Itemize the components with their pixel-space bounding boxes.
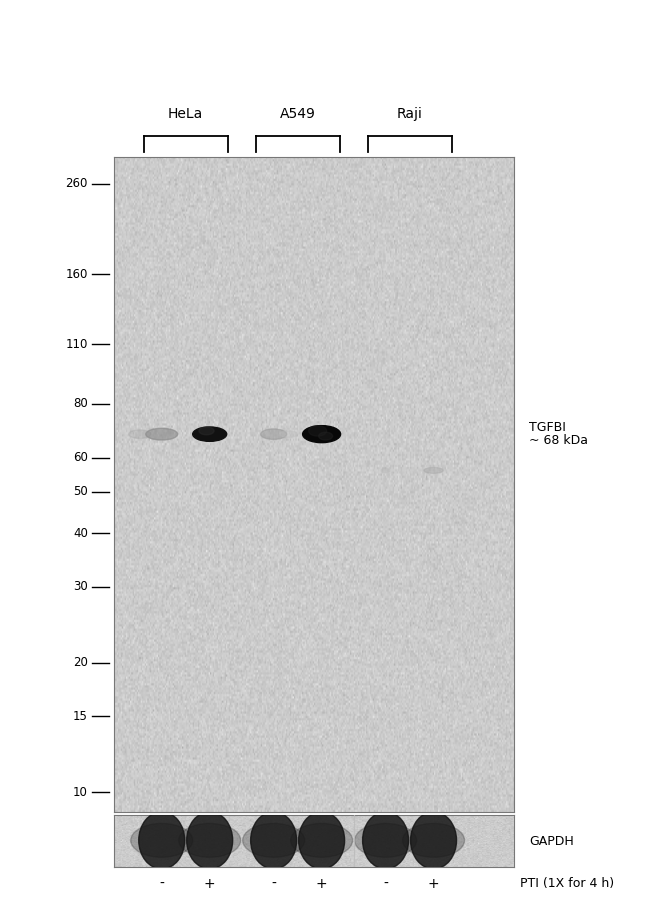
- Text: 20: 20: [73, 657, 88, 669]
- Text: 260: 260: [66, 178, 88, 190]
- Ellipse shape: [146, 428, 177, 440]
- Text: +: +: [428, 876, 439, 891]
- Text: +: +: [204, 876, 216, 891]
- Ellipse shape: [402, 823, 465, 858]
- Text: TGFBI: TGFBI: [530, 422, 566, 434]
- Text: 40: 40: [73, 527, 88, 540]
- Ellipse shape: [318, 432, 333, 440]
- Ellipse shape: [187, 812, 233, 869]
- Text: HeLa: HeLa: [168, 107, 203, 121]
- Ellipse shape: [355, 823, 417, 858]
- Text: PTI (1X for 4 h): PTI (1X for 4 h): [520, 877, 614, 890]
- Ellipse shape: [381, 468, 390, 473]
- Ellipse shape: [424, 467, 443, 474]
- Ellipse shape: [242, 823, 305, 858]
- Text: 50: 50: [73, 485, 88, 498]
- Text: 60: 60: [73, 451, 88, 464]
- Ellipse shape: [298, 812, 344, 869]
- Text: GAPDH: GAPDH: [530, 835, 574, 848]
- Ellipse shape: [411, 812, 456, 869]
- Ellipse shape: [179, 823, 240, 858]
- Text: -: -: [159, 876, 164, 891]
- Ellipse shape: [363, 812, 409, 869]
- Text: ~ 68 kDa: ~ 68 kDa: [530, 434, 588, 447]
- Text: 160: 160: [66, 268, 88, 281]
- Ellipse shape: [192, 427, 227, 441]
- Ellipse shape: [138, 812, 185, 869]
- Text: -: -: [383, 876, 388, 891]
- Text: 80: 80: [73, 397, 88, 410]
- Ellipse shape: [291, 823, 352, 858]
- Ellipse shape: [129, 430, 151, 439]
- Text: 110: 110: [66, 338, 88, 351]
- Text: 15: 15: [73, 710, 88, 723]
- Ellipse shape: [309, 426, 326, 436]
- Text: A549: A549: [280, 107, 315, 121]
- Ellipse shape: [261, 429, 287, 440]
- Text: 30: 30: [73, 580, 88, 594]
- Ellipse shape: [251, 812, 296, 869]
- Text: -: -: [271, 876, 276, 891]
- Ellipse shape: [389, 468, 430, 473]
- Ellipse shape: [303, 426, 341, 442]
- Ellipse shape: [280, 431, 298, 438]
- Ellipse shape: [199, 427, 214, 435]
- Ellipse shape: [131, 823, 192, 858]
- Text: 10: 10: [73, 786, 88, 798]
- Text: +: +: [316, 876, 328, 891]
- Text: Raji: Raji: [396, 107, 422, 121]
